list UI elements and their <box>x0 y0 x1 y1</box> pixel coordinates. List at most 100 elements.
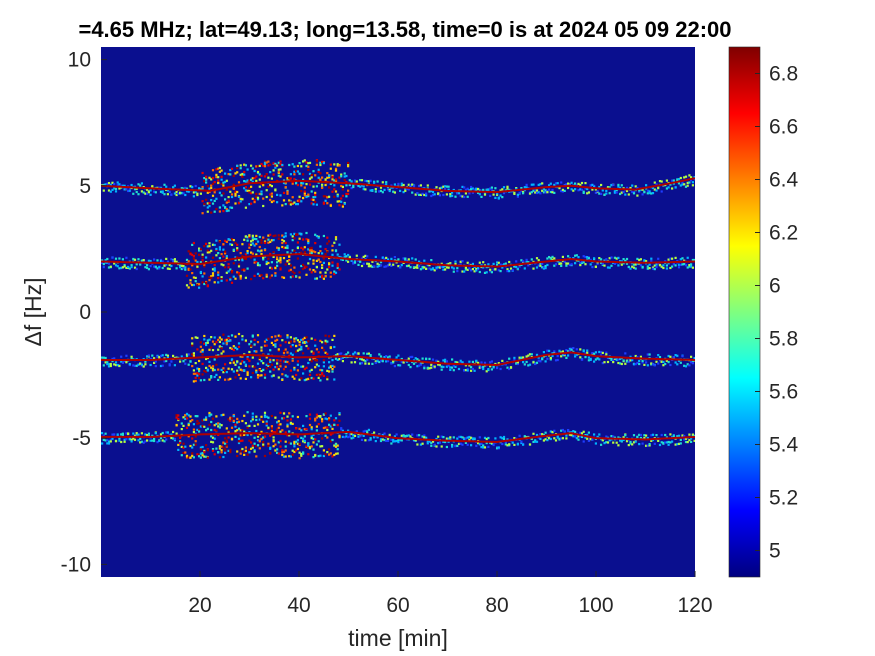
trace-speckle <box>194 379 197 383</box>
trace-speckle <box>631 184 634 187</box>
trace-speckle <box>227 199 230 202</box>
trace-speckle <box>579 356 582 359</box>
trace-speckle <box>551 430 554 434</box>
trace-speckle <box>397 441 400 444</box>
trace-speckle <box>303 186 306 189</box>
trace-speckle <box>246 252 249 255</box>
trace-speckle <box>263 175 267 178</box>
trace-speckle <box>153 357 156 360</box>
trace-speckle <box>367 439 370 442</box>
trace-speckle <box>236 417 239 420</box>
trace-speckle <box>551 188 554 192</box>
trace-speckle <box>340 352 343 355</box>
trace-speckle <box>265 260 268 263</box>
trace-speckle <box>310 246 313 249</box>
trace-speckle <box>300 165 303 168</box>
trace-speckle <box>153 258 156 261</box>
trace-speckle <box>137 363 140 366</box>
trace-speckle <box>430 366 433 369</box>
trace-speckle <box>468 360 471 363</box>
trace-speckle <box>282 276 286 279</box>
trace-speckle <box>657 187 660 190</box>
trace-speckle <box>662 266 665 270</box>
trace-speckle <box>310 445 313 448</box>
trace-speckle <box>116 433 119 436</box>
trace-speckle <box>310 176 313 179</box>
trace-speckle <box>237 437 241 440</box>
trace-speckle <box>282 181 286 185</box>
trace-speckle <box>206 456 209 459</box>
trace-speckle <box>340 357 343 360</box>
trace-speckle <box>255 261 258 264</box>
trace-speckle <box>187 422 190 425</box>
trace-speckle <box>657 257 660 260</box>
trace-speckle <box>459 263 462 266</box>
trace-speckle <box>151 434 154 437</box>
trace-speckle <box>213 368 216 372</box>
trace-speckle <box>222 184 225 187</box>
trace-speckle <box>376 436 379 439</box>
trace-speckle <box>296 369 299 372</box>
trace-speckle <box>574 262 577 265</box>
trace-speckle <box>248 246 251 249</box>
trace-speckle <box>215 429 218 432</box>
trace-speckle <box>180 264 183 267</box>
trace-speckle <box>620 263 623 266</box>
trace-line <box>101 351 695 367</box>
trace-speckle <box>601 362 604 365</box>
trace-speckle <box>293 249 296 252</box>
trace-speckle <box>258 178 261 181</box>
trace-speckle <box>331 368 334 371</box>
trace-speckle <box>205 418 208 421</box>
trace-speckle <box>534 191 537 194</box>
trace-speckle <box>522 356 525 359</box>
trace-speckle <box>211 441 215 444</box>
trace-speckle <box>546 349 549 352</box>
trace-speckle <box>459 359 462 362</box>
trace-speckle <box>256 240 260 243</box>
trace-speckle <box>625 262 629 265</box>
trace-speckle <box>570 434 573 437</box>
trace-speckle <box>674 361 677 364</box>
trace-speckle <box>454 262 457 265</box>
trace-speckle <box>173 437 176 440</box>
trace-speckle <box>179 441 182 444</box>
trace-speckle <box>191 419 194 422</box>
trace-speckle <box>237 440 241 443</box>
trace-speckle <box>563 353 566 356</box>
trace-speckle <box>513 356 516 359</box>
trace-speckle <box>199 248 202 251</box>
trace-speckle <box>542 351 545 354</box>
trace-speckle <box>251 177 254 180</box>
trace-speckle <box>528 443 532 446</box>
trace-speckle <box>502 435 506 439</box>
trace-speckle <box>312 170 315 173</box>
trace-speckle <box>277 368 280 371</box>
trace-speckle <box>548 184 551 187</box>
trace-speckle <box>180 187 183 190</box>
trace-speckle <box>440 186 443 189</box>
trace-speckle <box>452 436 455 439</box>
trace-speckle <box>192 372 195 375</box>
trace-speckle <box>229 169 232 172</box>
trace-speckle <box>253 169 256 173</box>
trace-speckle <box>229 238 232 241</box>
trace-speckle <box>239 449 242 452</box>
trace-speckle <box>657 354 660 357</box>
trace-speckle <box>194 252 197 255</box>
trace-speckle <box>477 191 480 194</box>
x-axis-label: time [min] <box>348 625 448 651</box>
trace-speckle <box>244 257 247 260</box>
trace-speckle <box>246 236 249 239</box>
trace-speckle <box>293 237 296 240</box>
trace-speckle <box>546 357 549 360</box>
trace-speckle <box>230 281 234 284</box>
trace-speckle <box>672 434 675 437</box>
trace-speckle <box>430 194 433 198</box>
trace-speckle <box>364 360 367 363</box>
trace-speckle <box>133 258 137 261</box>
trace-speckle <box>530 258 533 261</box>
trace-speckle <box>478 189 481 192</box>
trace-speckle <box>482 365 485 369</box>
trace-speckle <box>516 362 519 366</box>
